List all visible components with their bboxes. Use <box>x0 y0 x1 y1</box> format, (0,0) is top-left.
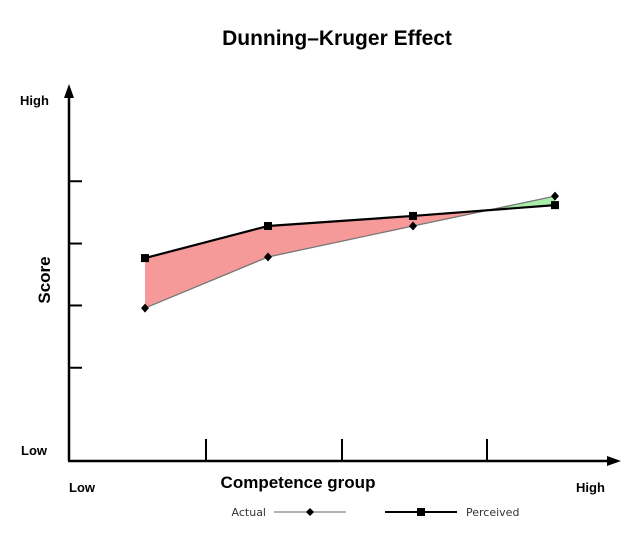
x-axis-label: Competence group <box>221 473 376 492</box>
legend-marker-diamond <box>306 508 314 516</box>
fill-areas <box>145 196 555 309</box>
data-point-actual <box>141 303 149 313</box>
fill-area <box>145 226 268 309</box>
y-axis-arrow <box>64 84 74 98</box>
data-point-actual <box>409 221 417 231</box>
fill-area <box>268 215 413 257</box>
legend-label-perceived: Perceived <box>466 506 519 519</box>
data-point-perceived <box>141 254 149 263</box>
legend-label-actual: Actual <box>232 506 266 519</box>
axes <box>64 84 621 466</box>
legend: Actual Perceived <box>232 506 520 519</box>
x-axis-arrow <box>607 456 621 466</box>
y-ticks <box>69 180 82 369</box>
y-high-label: High <box>20 93 49 108</box>
data-point-perceived <box>551 201 559 210</box>
chart-title: Dunning–Kruger Effect <box>222 27 452 50</box>
series-lines <box>141 191 559 313</box>
y-axis-label: Score <box>35 256 54 303</box>
data-point-perceived <box>264 222 272 231</box>
x-high-label: High <box>576 480 605 495</box>
legend-marker-square <box>417 508 425 516</box>
data-point-actual <box>264 252 272 262</box>
y-low-label: Low <box>21 443 48 458</box>
x-low-label: Low <box>69 480 96 495</box>
series-line-perceived <box>144 204 556 260</box>
data-point-actual <box>551 191 559 201</box>
data-point-perceived <box>409 211 417 220</box>
